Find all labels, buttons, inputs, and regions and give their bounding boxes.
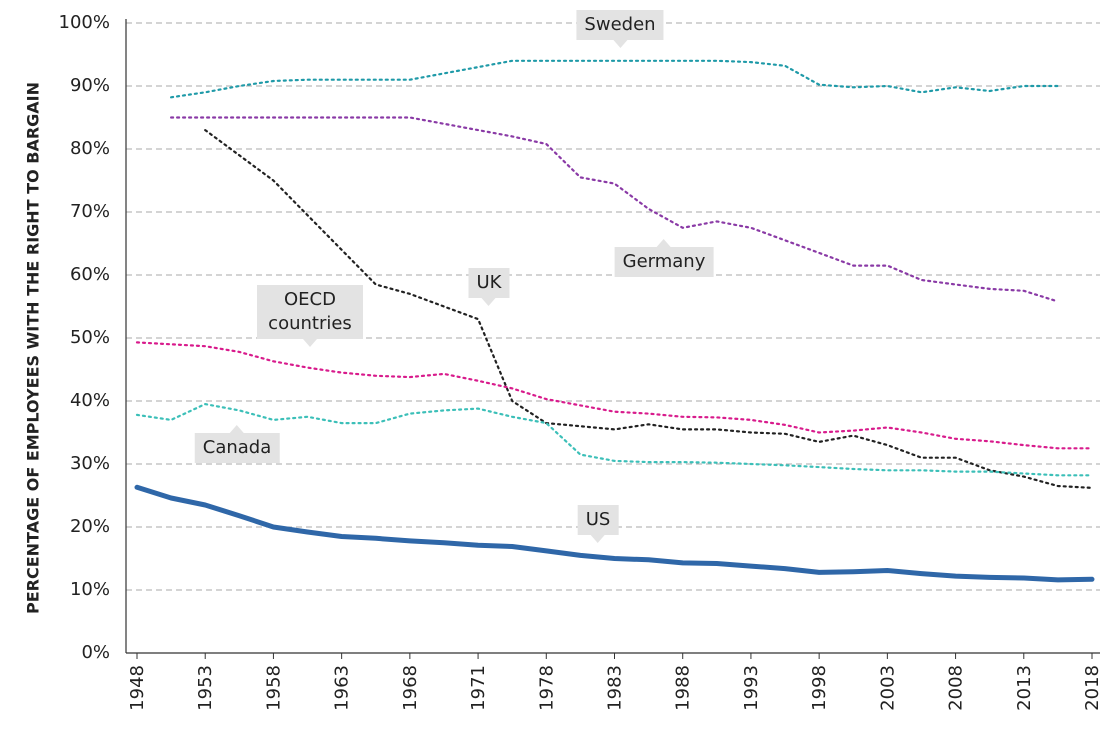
x-tick-label: 1988 (673, 665, 694, 711)
x-tick-label: 1971 (468, 665, 489, 711)
x-tick-label: 2008 (946, 665, 967, 711)
series-line (204, 129, 1094, 489)
x-tick-label: 2013 (1014, 665, 1035, 711)
x-tick-label: 1953 (195, 665, 216, 711)
y-tick-label: 30% (70, 453, 110, 474)
y-tick-label: 80% (70, 138, 110, 159)
series-line (170, 59, 1059, 99)
y-tick-label: 60% (70, 264, 110, 285)
series-label: Germany (614, 239, 714, 277)
y-tick-label: 50% (70, 327, 110, 348)
series-line (170, 116, 1059, 303)
y-tick-label: 0% (81, 642, 110, 663)
y-tick-label: 70% (70, 201, 110, 222)
y-tick-label: 90% (70, 75, 110, 96)
y-tick-label: 20% (70, 516, 110, 537)
x-tick-label: 1963 (332, 665, 353, 711)
x-tick-label: 2003 (877, 665, 898, 711)
series-line (135, 341, 1094, 450)
x-tick-label: 1978 (536, 665, 557, 711)
x-tick-label: 1993 (741, 665, 762, 711)
y-tick-label: 100% (59, 12, 110, 33)
series-label: Sweden (576, 10, 664, 48)
x-tick-label: 2018 (1082, 665, 1103, 711)
series-line (135, 403, 1094, 477)
x-tick-label: 1998 (809, 665, 830, 711)
x-tick-label: 1983 (605, 665, 626, 711)
series-label: OECD countries (257, 285, 363, 347)
series-label: UK (468, 268, 510, 306)
series-line (134, 484, 1095, 583)
series-label: Canada (194, 425, 280, 463)
y-tick-label: 10% (70, 579, 110, 600)
y-tick-label: 40% (70, 390, 110, 411)
x-tick-label: 1958 (263, 665, 284, 711)
x-tick-label: 1968 (400, 665, 421, 711)
series-label: US (577, 505, 619, 543)
y-axis-label: PERCENTAGE OF EMPLOYEES WITH THE RIGHT T… (24, 82, 43, 614)
x-tick-label: 1948 (127, 665, 148, 711)
